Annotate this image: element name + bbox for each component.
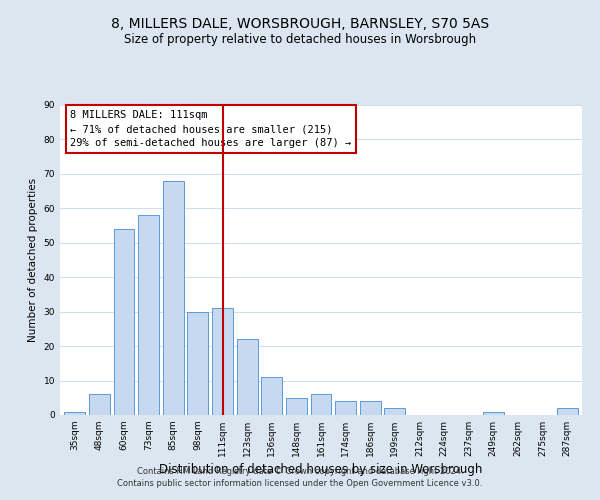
Bar (113, 229, 134, 415)
Bar (261, 377, 282, 415)
Bar (89, 394, 110, 415)
Bar (385, 408, 406, 415)
Bar (64, 412, 85, 415)
Text: Contains public sector information licensed under the Open Government Licence v3: Contains public sector information licen… (118, 478, 482, 488)
Bar (360, 401, 381, 415)
Bar (311, 394, 331, 415)
Text: Size of property relative to detached houses in Worsbrough: Size of property relative to detached ho… (124, 32, 476, 46)
Bar (483, 412, 504, 415)
Text: 8 MILLERS DALE: 111sqm
← 71% of detached houses are smaller (215)
29% of semi-de: 8 MILLERS DALE: 111sqm ← 71% of detached… (70, 110, 352, 148)
Bar (236, 339, 257, 415)
Text: 8, MILLERS DALE, WORSBROUGH, BARNSLEY, S70 5AS: 8, MILLERS DALE, WORSBROUGH, BARNSLEY, S… (111, 18, 489, 32)
Y-axis label: Number of detached properties: Number of detached properties (28, 178, 38, 342)
Bar (286, 398, 307, 415)
X-axis label: Distribution of detached houses by size in Worsbrough: Distribution of detached houses by size … (160, 463, 482, 476)
Bar (335, 401, 356, 415)
Bar (212, 308, 233, 415)
Bar (163, 181, 184, 415)
Text: Contains HM Land Registry data © Crown copyright and database right 2024.: Contains HM Land Registry data © Crown c… (137, 467, 463, 476)
Bar (187, 312, 208, 415)
Bar (138, 215, 159, 415)
Bar (557, 408, 578, 415)
